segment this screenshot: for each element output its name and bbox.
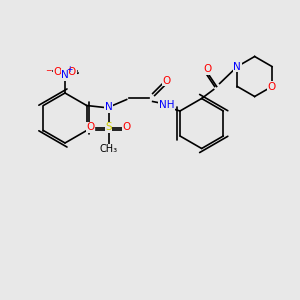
Text: −: −	[45, 67, 51, 76]
Text: O: O	[86, 122, 95, 133]
Text: O: O	[163, 76, 171, 85]
Text: CH₃: CH₃	[100, 145, 118, 154]
Text: N: N	[233, 61, 241, 71]
Text: S: S	[105, 122, 112, 133]
Text: O: O	[68, 67, 76, 77]
Text: N: N	[61, 70, 69, 80]
Text: N: N	[105, 103, 112, 112]
Text: O: O	[122, 122, 131, 133]
Text: O: O	[268, 82, 276, 92]
Text: O: O	[54, 67, 62, 77]
Text: O: O	[203, 64, 212, 74]
Text: +: +	[66, 64, 72, 74]
Text: NH: NH	[159, 100, 174, 110]
